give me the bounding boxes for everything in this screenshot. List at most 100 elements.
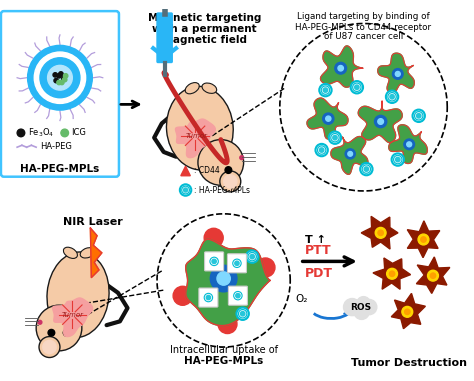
Text: Ligand targeting by binding of: Ligand targeting by binding of	[297, 12, 430, 21]
Circle shape	[396, 157, 400, 162]
Text: magnetic field: magnetic field	[162, 35, 247, 45]
Text: Tumor Destruction: Tumor Destruction	[351, 358, 467, 368]
Circle shape	[64, 74, 68, 78]
Circle shape	[338, 66, 343, 71]
Circle shape	[40, 58, 80, 98]
Text: : CD44: : CD44	[194, 166, 220, 176]
Text: HA-PEG: HA-PEG	[40, 142, 72, 151]
Circle shape	[236, 293, 240, 298]
Circle shape	[210, 265, 237, 292]
Circle shape	[360, 163, 373, 175]
Circle shape	[48, 330, 55, 336]
Polygon shape	[361, 216, 398, 249]
Circle shape	[246, 250, 258, 263]
Circle shape	[217, 272, 230, 285]
Circle shape	[430, 273, 436, 279]
Polygon shape	[407, 221, 440, 258]
Text: NIR Laser: NIR Laser	[64, 217, 123, 227]
Circle shape	[61, 129, 69, 137]
Circle shape	[362, 299, 377, 315]
Circle shape	[390, 94, 394, 99]
Circle shape	[335, 62, 346, 74]
Circle shape	[225, 167, 232, 173]
Circle shape	[240, 156, 244, 160]
Circle shape	[180, 184, 191, 196]
Circle shape	[60, 80, 64, 85]
Circle shape	[63, 77, 67, 82]
Circle shape	[412, 110, 425, 122]
Circle shape	[17, 129, 25, 137]
Text: Magnetic targeting: Magnetic targeting	[148, 13, 261, 23]
FancyBboxPatch shape	[157, 13, 172, 62]
Circle shape	[64, 330, 70, 336]
Ellipse shape	[80, 248, 95, 258]
Circle shape	[57, 74, 61, 78]
Circle shape	[38, 320, 42, 324]
Text: with a permanent: with a permanent	[152, 24, 257, 34]
FancyBboxPatch shape	[205, 252, 224, 271]
Circle shape	[404, 139, 415, 150]
Circle shape	[57, 80, 61, 85]
Polygon shape	[331, 136, 368, 174]
Circle shape	[208, 255, 220, 267]
Circle shape	[389, 271, 395, 277]
Text: : HA-PEG-MPLs: : HA-PEG-MPLs	[194, 186, 250, 195]
Circle shape	[220, 171, 241, 192]
Circle shape	[345, 149, 355, 159]
Polygon shape	[186, 239, 270, 326]
Text: HA-PEG-MPLs: HA-PEG-MPLs	[184, 356, 263, 366]
Text: of U87 cancer cell: of U87 cancer cell	[324, 32, 403, 41]
Polygon shape	[320, 46, 363, 87]
Circle shape	[386, 91, 398, 103]
Circle shape	[27, 45, 92, 110]
Circle shape	[329, 131, 341, 144]
Circle shape	[256, 258, 275, 277]
Circle shape	[204, 228, 223, 247]
Circle shape	[231, 257, 243, 269]
FancyBboxPatch shape	[228, 286, 247, 305]
Polygon shape	[175, 119, 215, 158]
Ellipse shape	[202, 83, 217, 93]
Circle shape	[375, 227, 386, 238]
Circle shape	[39, 336, 60, 357]
Circle shape	[395, 72, 400, 77]
Circle shape	[250, 255, 255, 259]
FancyBboxPatch shape	[228, 254, 246, 273]
Circle shape	[232, 290, 244, 302]
Circle shape	[378, 118, 383, 124]
Circle shape	[364, 167, 369, 171]
Circle shape	[53, 73, 57, 77]
Circle shape	[355, 85, 359, 90]
Circle shape	[319, 84, 332, 96]
Circle shape	[417, 114, 421, 118]
Circle shape	[235, 261, 239, 266]
Polygon shape	[53, 298, 92, 336]
Polygon shape	[358, 101, 402, 142]
Ellipse shape	[185, 83, 199, 94]
Circle shape	[224, 175, 237, 188]
Circle shape	[402, 306, 413, 317]
Circle shape	[183, 188, 188, 192]
Circle shape	[392, 154, 404, 166]
Circle shape	[202, 291, 215, 304]
Circle shape	[428, 270, 438, 281]
Text: ICG: ICG	[72, 128, 86, 138]
Polygon shape	[391, 293, 425, 329]
Ellipse shape	[166, 86, 233, 170]
Text: Intracellular uptake of: Intracellular uptake of	[170, 345, 278, 355]
Circle shape	[319, 148, 324, 152]
Polygon shape	[378, 53, 414, 93]
Circle shape	[54, 78, 58, 83]
Circle shape	[354, 304, 369, 319]
Circle shape	[36, 305, 82, 351]
Circle shape	[173, 286, 192, 305]
Text: ROS: ROS	[350, 303, 371, 312]
Circle shape	[421, 237, 426, 242]
Text: O₂: O₂	[295, 295, 307, 304]
Circle shape	[206, 295, 210, 300]
Circle shape	[378, 230, 383, 235]
Ellipse shape	[64, 247, 77, 258]
Circle shape	[240, 312, 245, 316]
Circle shape	[357, 296, 370, 310]
Circle shape	[47, 66, 73, 90]
